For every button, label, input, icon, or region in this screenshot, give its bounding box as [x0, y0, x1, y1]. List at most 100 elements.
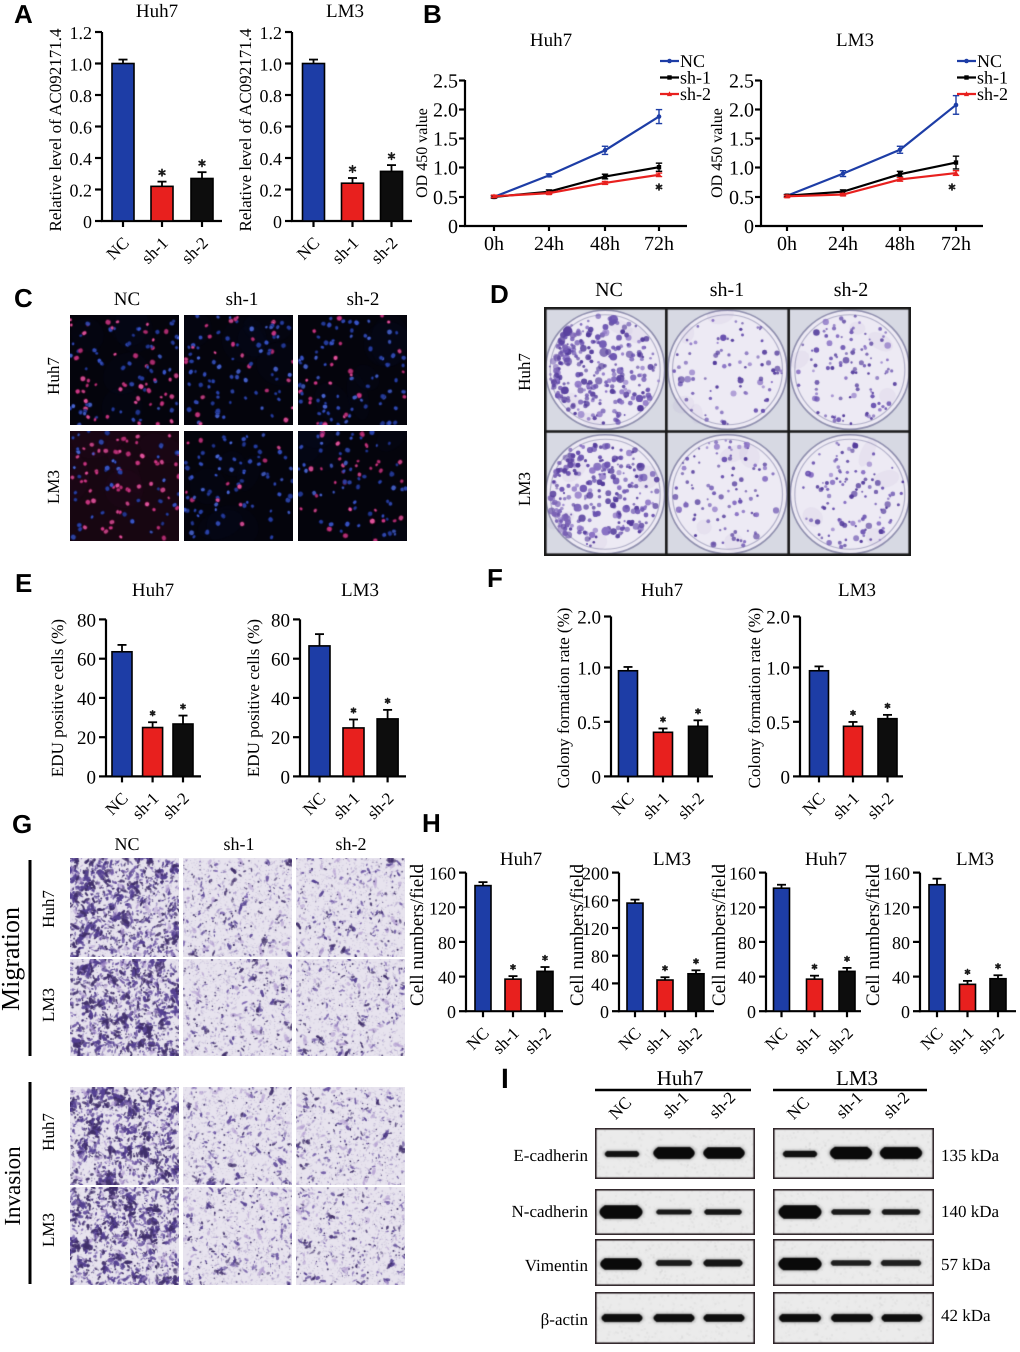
svg-text:NC: NC	[293, 233, 323, 263]
svg-text:1.0: 1.0	[729, 158, 754, 180]
svg-text:Huh7: Huh7	[136, 1, 178, 22]
svg-text:2.0: 2.0	[433, 100, 458, 122]
svg-text:0.8: 0.8	[70, 86, 93, 106]
svg-text:80: 80	[77, 610, 96, 631]
svg-text:48h: 48h	[590, 233, 620, 255]
svg-text:NC: NC	[605, 1093, 635, 1123]
svg-text:Huh7: Huh7	[132, 580, 174, 601]
svg-text:120: 120	[729, 898, 756, 918]
svg-text:LM3: LM3	[956, 849, 994, 870]
svg-text:120: 120	[429, 898, 456, 918]
svg-text:sh-1: sh-1	[329, 789, 363, 823]
svg-text:NC: NC	[917, 1024, 947, 1054]
svg-text:1.0: 1.0	[577, 659, 601, 680]
svg-text:40: 40	[438, 968, 456, 988]
svg-text:60: 60	[77, 650, 96, 671]
svg-text:C: C	[14, 283, 33, 313]
svg-text:0: 0	[747, 1002, 756, 1022]
svg-text:1.2: 1.2	[70, 23, 93, 43]
svg-text:sh-1: sh-1	[489, 1024, 523, 1058]
svg-text:160: 160	[883, 864, 910, 884]
svg-text:sh-2: sh-2	[879, 1088, 913, 1122]
svg-text:42 kDa: 42 kDa	[941, 1306, 991, 1325]
svg-text:57 kDa: 57 kDa	[941, 1255, 991, 1274]
svg-text:Cell numbers/field: Cell numbers/field	[567, 864, 588, 1006]
svg-text:NC: NC	[299, 789, 329, 819]
svg-text:G: G	[12, 809, 32, 839]
svg-text:NC: NC	[463, 1024, 493, 1054]
svg-text:160: 160	[729, 864, 756, 884]
svg-text:NC: NC	[680, 51, 705, 71]
svg-text:40: 40	[271, 689, 290, 710]
svg-text:1.0: 1.0	[766, 659, 790, 680]
svg-text:sh-1: sh-1	[226, 289, 259, 310]
svg-text:sh-1: sh-1	[328, 233, 362, 267]
svg-text:0: 0	[600, 1002, 609, 1022]
svg-text:sh-2: sh-2	[705, 1088, 739, 1122]
svg-text:120: 120	[883, 898, 910, 918]
svg-text:80: 80	[892, 933, 910, 953]
svg-text:B: B	[423, 0, 442, 29]
svg-text:0.8: 0.8	[260, 86, 283, 106]
svg-text:sh-2: sh-2	[834, 279, 868, 301]
svg-text:NC: NC	[783, 1093, 813, 1123]
svg-text:LM3: LM3	[836, 1066, 878, 1090]
svg-text:NC: NC	[799, 789, 829, 819]
svg-text:NC: NC	[615, 1024, 645, 1054]
svg-text:0.5: 0.5	[433, 187, 458, 209]
svg-text:2.0: 2.0	[577, 608, 601, 629]
svg-text:0h: 0h	[777, 233, 797, 255]
svg-text:sh-1: sh-1	[977, 68, 1008, 88]
svg-text:E: E	[15, 568, 32, 598]
svg-text:EDU positive cells (%): EDU positive cells (%)	[48, 619, 67, 777]
svg-text:D: D	[490, 279, 509, 309]
svg-text:2.5: 2.5	[433, 71, 458, 93]
svg-text:OD 450 value: OD 450 value	[414, 108, 431, 198]
svg-text:NC: NC	[608, 789, 638, 819]
svg-text:LM3: LM3	[836, 30, 874, 51]
svg-text:Migration: Migration	[0, 907, 25, 1011]
svg-text:160: 160	[582, 891, 609, 911]
svg-text:0: 0	[83, 212, 92, 232]
svg-text:LM3: LM3	[653, 849, 691, 870]
svg-text:0: 0	[447, 1002, 456, 1022]
svg-text:0.4: 0.4	[260, 149, 283, 169]
svg-text:0: 0	[281, 767, 291, 788]
svg-text:1.0: 1.0	[260, 55, 283, 75]
svg-text:sh-2: sh-2	[178, 233, 212, 267]
svg-text:Huh7: Huh7	[500, 849, 542, 870]
svg-text:NC: NC	[761, 1024, 791, 1054]
svg-text:1.5: 1.5	[729, 129, 754, 151]
svg-text:sh-2: sh-2	[347, 289, 380, 310]
svg-text:160: 160	[429, 864, 456, 884]
svg-text:0: 0	[448, 216, 458, 238]
svg-text:LM3: LM3	[39, 988, 58, 1022]
svg-text:80: 80	[438, 933, 456, 953]
svg-text:0: 0	[781, 767, 791, 788]
svg-text:0.2: 0.2	[70, 181, 93, 201]
svg-text:sh-2: sh-2	[336, 834, 367, 854]
svg-text:I: I	[501, 1063, 509, 1094]
svg-text:sh-2: sh-2	[680, 84, 711, 104]
svg-text:80: 80	[271, 610, 290, 631]
svg-text:200: 200	[582, 864, 609, 884]
svg-text:sh-2: sh-2	[674, 789, 708, 823]
svg-text:F: F	[487, 563, 503, 593]
svg-text:Invasion: Invasion	[0, 1146, 25, 1226]
svg-text:OD 450 value: OD 450 value	[709, 108, 726, 198]
svg-text:β-actin: β-actin	[541, 1310, 589, 1329]
svg-text:1.2: 1.2	[260, 23, 283, 43]
svg-text:Vimentin: Vimentin	[525, 1256, 589, 1275]
svg-text:Huh7: Huh7	[641, 580, 683, 601]
svg-text:Cell numbers/field: Cell numbers/field	[863, 864, 884, 1006]
svg-text:E-cadherin: E-cadherin	[513, 1146, 588, 1165]
svg-text:EDU positive cells (%): EDU positive cells (%)	[244, 619, 263, 777]
svg-text:2.0: 2.0	[766, 608, 790, 629]
svg-text:sh-1: sh-1	[710, 279, 744, 301]
svg-text:20: 20	[271, 728, 290, 749]
svg-text:sh-2: sh-2	[367, 233, 401, 267]
svg-text:0.6: 0.6	[260, 118, 283, 138]
svg-text:H: H	[422, 808, 441, 838]
svg-text:sh-1: sh-1	[790, 1024, 824, 1058]
svg-text:LM3: LM3	[341, 580, 379, 601]
